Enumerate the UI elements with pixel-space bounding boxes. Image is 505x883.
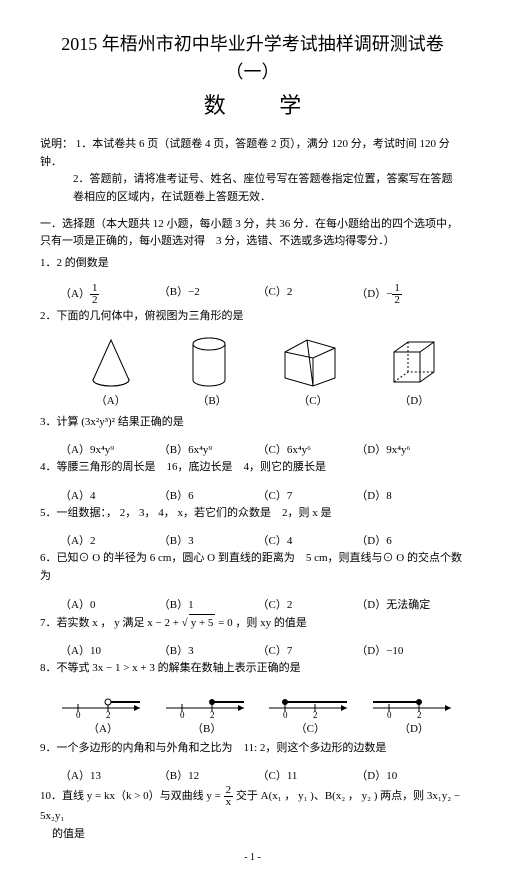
q7-radicand: y + 5 [189, 614, 216, 633]
q7-expr-suf: = 0 [218, 617, 232, 629]
q10-suffix: 的值是 [40, 828, 85, 840]
q2-shapes [60, 334, 465, 390]
instructions-line2: 2．答题前，请将准考证号、姓名、座位号写在答题卷指定位置，答案写在答题 [73, 173, 453, 185]
q2-opt-b: （B） [197, 392, 226, 408]
q9-opt-c: （C）11 [258, 767, 357, 783]
q7-expr-mid: x − 2 + √ [147, 617, 187, 629]
question-9: 9．一个多边形的内角和与外角和之比为 11: 2，则这个多边形的边数是 [40, 740, 465, 758]
q4-options: （A）4 （B）6 （C）7 （D）8 [40, 485, 465, 505]
q3-prefix: 3．计算 [40, 416, 81, 428]
q1-opt-a: （A）12 [60, 283, 159, 306]
q5-options: （A）2 （B）3 （C）4 （D）6 [40, 530, 465, 550]
question-3: 3．计算 (3x²y³)² 结果正确的是 [40, 414, 465, 432]
page-number: - 1 - [40, 852, 465, 863]
q3-opt-d: （D）9x⁴y⁶ [356, 441, 455, 457]
q7-prefix: 7．若实数 x ， y 满足 [40, 617, 147, 629]
q2-opt-d: （D） [399, 392, 429, 408]
instructions: 说明： 1．本试卷共 6 页（试题卷 4 页，答题卷 2 页），满分 120 分… [40, 136, 465, 206]
q8-opt-c: （C） [265, 720, 355, 736]
question-5: 5．一组数据：， 2， 3， 4， x，若它们的众数是 2，则 x 是 [40, 505, 465, 523]
q5-opt-c: （C）4 [258, 532, 357, 548]
question-6: 6．已知⊙ O 的半径为 6 cm，圆心 O 到直线的距离为 5 cm，则直线与… [40, 550, 465, 585]
q6-options: （A）0 （B）1 （C）2 （D）无法确定 [40, 594, 465, 614]
q1-opt-d: （D）−12 [356, 283, 455, 306]
q7-opt-a: （A）10 [60, 642, 159, 658]
instructions-label: 说明： [40, 138, 73, 150]
q7-opt-b: （B）3 [159, 642, 258, 658]
q8-numberlines: 02 02 02 02 [40, 686, 465, 720]
instructions-line1: 1．本试卷共 6 页（试题卷 4 页，答题卷 2 页），满分 120 分，考试时… [40, 138, 450, 168]
q10-fraction: 2x [224, 785, 234, 808]
q2-text: 2．下面的几何体中，俯视图为三角形的是 [40, 310, 244, 322]
fraction-half-neg: 12 [392, 283, 402, 306]
q1-opt-c: （C）2 [258, 283, 357, 306]
question-7: 7．若实数 x ， y 满足 x − 2 + √y + 5 = 0 ，则 xy … [40, 614, 465, 633]
q3-opt-b: （B）6x⁴y⁹ [159, 441, 258, 457]
exam-subtitle: （一） [40, 58, 465, 84]
section-1-head: 一．选择题（本大题共 12 小题，每小题 3 分，共 36 分．在每小题给出的四… [40, 216, 465, 249]
q9-options: （A）13 （B）12 （C）11 （D）10 [40, 765, 465, 785]
q5-opt-b: （B）3 [159, 532, 258, 548]
q10-prefix: 10．直线 y = kx（k > 0）与双曲线 y = [40, 790, 224, 802]
q4-opt-b: （B）6 [159, 487, 258, 503]
q6-opt-d: （D）无法确定 [356, 596, 455, 612]
q9-opt-d: （D）10 [356, 767, 455, 783]
cone-icon [83, 334, 139, 390]
q3-options: （A）9x⁴y⁹ （B）6x⁴y⁹ （C）6x⁴y⁶ （D）9x⁴y⁶ [40, 439, 465, 459]
q1-opt-b: （B）−2 [159, 283, 258, 306]
q3-expr: (3x²y³)² [81, 416, 115, 428]
q6-opt-b: （B）1 [159, 596, 258, 612]
q8-opt-a: （A） [58, 720, 148, 736]
q7-opt-d: （D）−10 [356, 642, 455, 658]
q2-opt-a: （A） [96, 392, 126, 408]
question-10: 10．直线 y = kx（k > 0）与双曲线 y = 2x 交于 A(x₁ ，… [40, 785, 465, 843]
cube-icon [386, 334, 442, 390]
q6-opt-a: （A）0 [60, 596, 159, 612]
cylinder-icon [184, 334, 234, 390]
fraction-half: 12 [90, 283, 100, 306]
q5-opt-a: （A）2 [60, 532, 159, 548]
question-8: 8．不等式 3x − 1 > x + 3 的解集在数轴上表示正确的是 [40, 660, 465, 678]
q1-options: （A）12 （B）−2 （C）2 （D）−12 [40, 281, 465, 308]
q8-options: （A） （B） （C） （D） [40, 720, 465, 740]
q8-opt-b: （B） [162, 720, 252, 736]
q4-opt-c: （C）7 [258, 487, 357, 503]
q2-options: （A） （B） （C） （D） [60, 392, 465, 408]
q7-options: （A）10 （B）3 （C）7 （D）−10 [40, 640, 465, 660]
question-2: 2．下面的几何体中，俯视图为三角形的是 [40, 308, 465, 326]
q3-suffix: 结果正确的是 [118, 416, 184, 428]
exam-title: 2015 年梧州市初中毕业升学考试抽样调研测试卷 [40, 30, 465, 56]
q6-opt-c: （C）2 [258, 596, 357, 612]
prism-icon [279, 334, 341, 390]
instructions-line3: 卷相应的区域内，在试题卷上答题无效． [73, 191, 271, 203]
q3-opt-a: （A）9x⁴y⁹ [60, 441, 159, 457]
q9-opt-a: （A）13 [60, 767, 159, 783]
q2-opt-c: （C） [298, 392, 327, 408]
q4-opt-d: （D）8 [356, 487, 455, 503]
q9-opt-b: （B）12 [159, 767, 258, 783]
q8-opt-d: （D） [369, 720, 459, 736]
subject-label: 数 学 [40, 88, 465, 120]
question-1: 1．2 的倒数是 [40, 255, 465, 273]
q5-opt-d: （D）6 [356, 532, 455, 548]
question-4: 4．等腰三角形的周长是 16，底边长是 4，则它的腰长是 [40, 459, 465, 477]
q4-opt-a: （A）4 [60, 487, 159, 503]
q3-opt-c: （C）6x⁴y⁶ [258, 441, 357, 457]
q7-opt-c: （C）7 [258, 642, 357, 658]
q1-text: 1．2 的倒数是 [40, 257, 109, 269]
q7-suffix: ，则 xy 的值是 [235, 617, 307, 629]
